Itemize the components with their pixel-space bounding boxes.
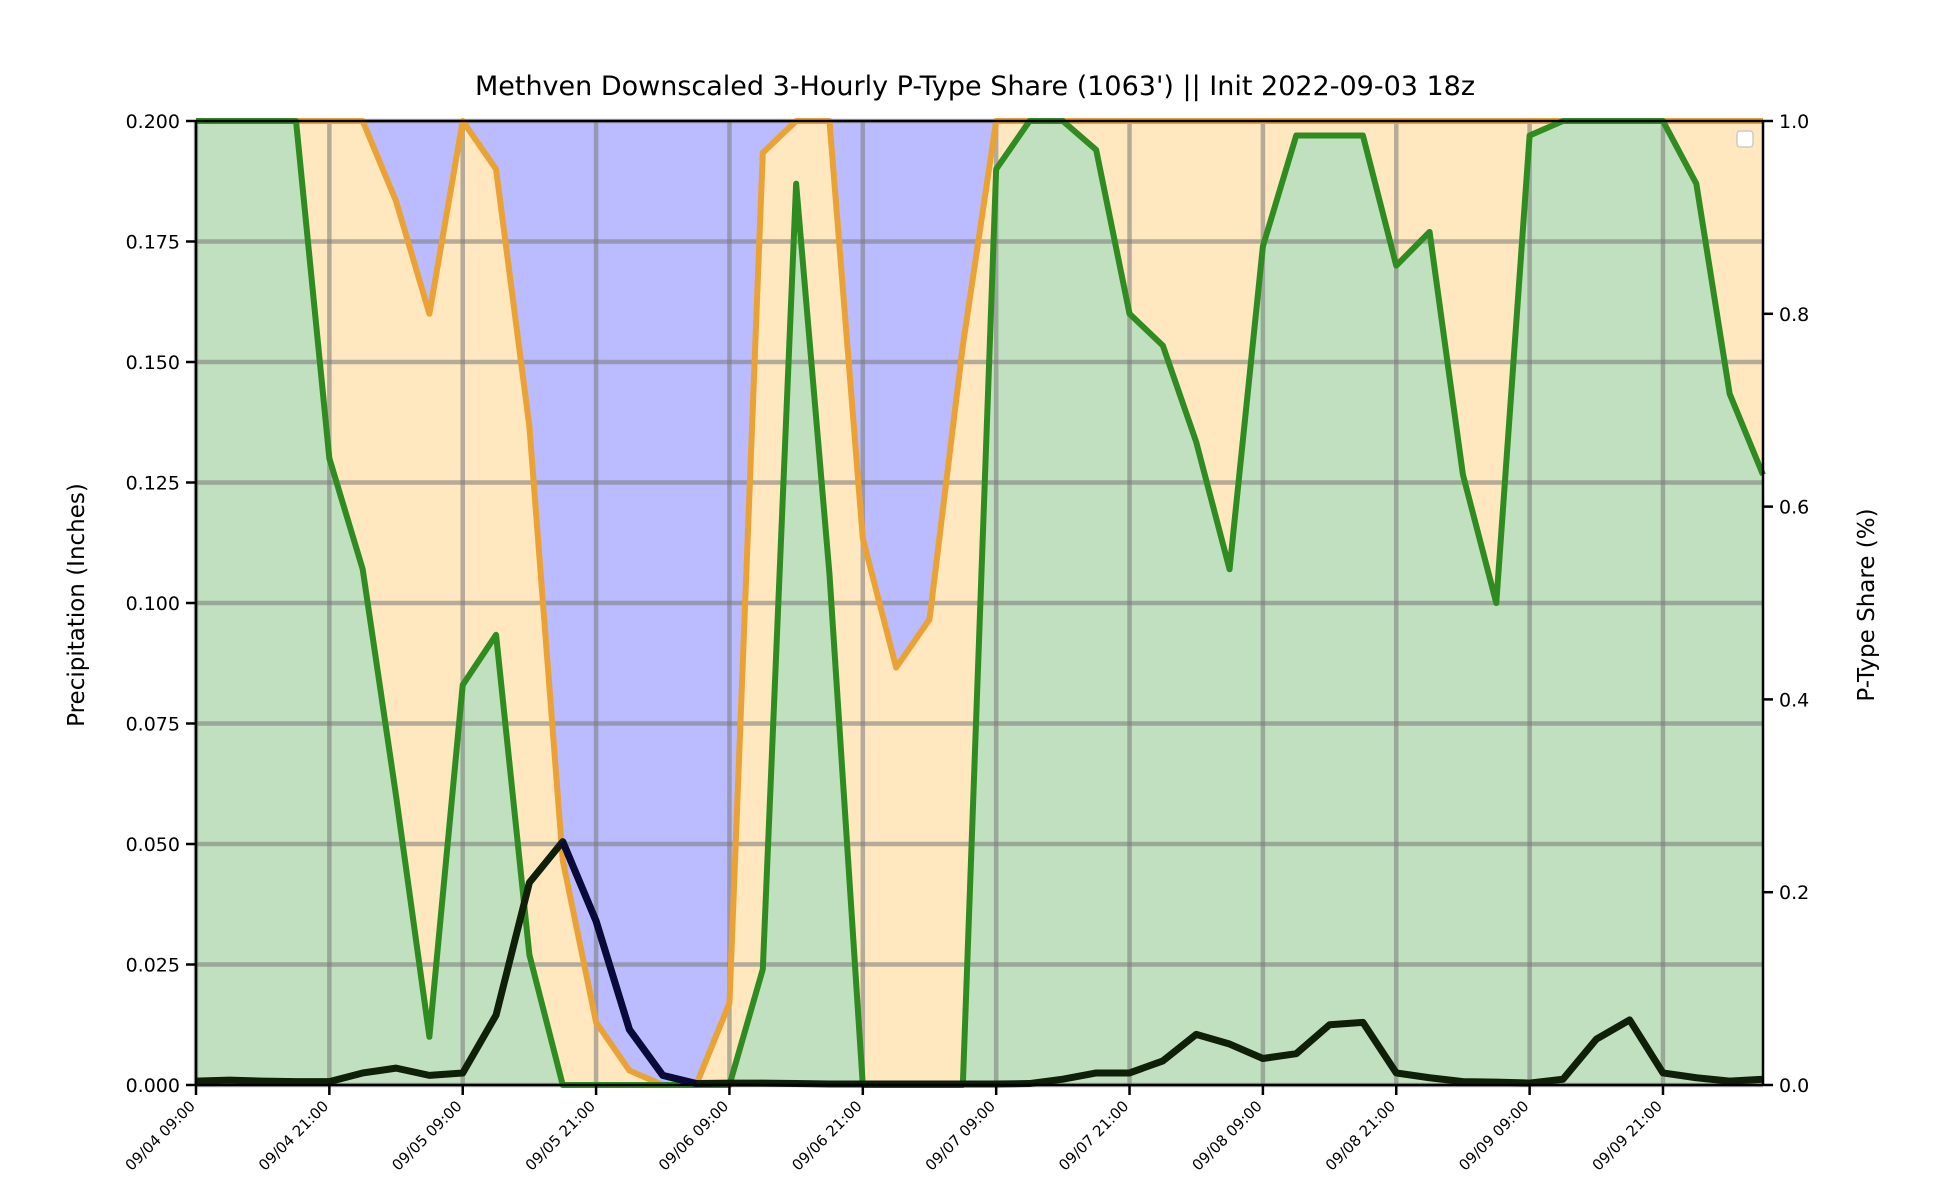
left-tick-label: 0.050 xyxy=(126,834,180,856)
x-tick-label: 09/07 21:00 xyxy=(1055,1097,1132,1174)
right-tick-label: 0.8 xyxy=(1779,304,1809,326)
x-tick-label: 09/05 21:00 xyxy=(522,1097,599,1174)
right-tick-label: 0.6 xyxy=(1779,497,1809,519)
legend-box xyxy=(1736,130,1754,148)
x-tick-label: 09/05 09:00 xyxy=(388,1097,465,1174)
right-tick-label: 0.4 xyxy=(1779,689,1809,711)
precip-line-snow xyxy=(559,840,697,1087)
left-tick-label: 0.075 xyxy=(126,714,180,736)
left-tick-label: 0.025 xyxy=(126,955,180,977)
left-tick-label: 0.100 xyxy=(126,593,180,615)
right-tick-label: 0.0 xyxy=(1779,1075,1809,1097)
left-tick-label: 0.150 xyxy=(126,352,180,374)
left-tick-label: 0.175 xyxy=(126,232,180,254)
chart-title: Methven Downscaled 3-Hourly P-Type Share… xyxy=(475,71,1475,102)
rain-share-line xyxy=(196,118,1766,1088)
left-tick-label: 0.125 xyxy=(126,473,180,495)
y-axis-right-label: P-Type Share (%) xyxy=(1854,508,1880,701)
x-tick-label: 09/04 21:00 xyxy=(255,1097,332,1174)
right-tick-label: 0.2 xyxy=(1779,882,1809,904)
left-tick-label: 0.000 xyxy=(126,1075,180,1097)
x-tick-label: 09/06 09:00 xyxy=(655,1097,732,1174)
x-tick-label: 09/06 21:00 xyxy=(788,1097,865,1174)
x-tick-label: 09/08 21:00 xyxy=(1322,1097,1399,1174)
y-axis-left-label: Precipitation (Inches) xyxy=(64,483,90,727)
right-tick-label: 1.0 xyxy=(1779,111,1809,133)
x-tick-label: 09/07 09:00 xyxy=(922,1097,999,1174)
x-tick-label: 09/09 09:00 xyxy=(1455,1097,1532,1174)
x-tick-label: 09/09 21:00 xyxy=(1589,1097,1666,1174)
left-tick-label: 0.200 xyxy=(126,111,180,133)
x-tick-label: 09/04 09:00 xyxy=(122,1097,199,1174)
x-tick-label: 09/08 09:00 xyxy=(1188,1097,1265,1174)
